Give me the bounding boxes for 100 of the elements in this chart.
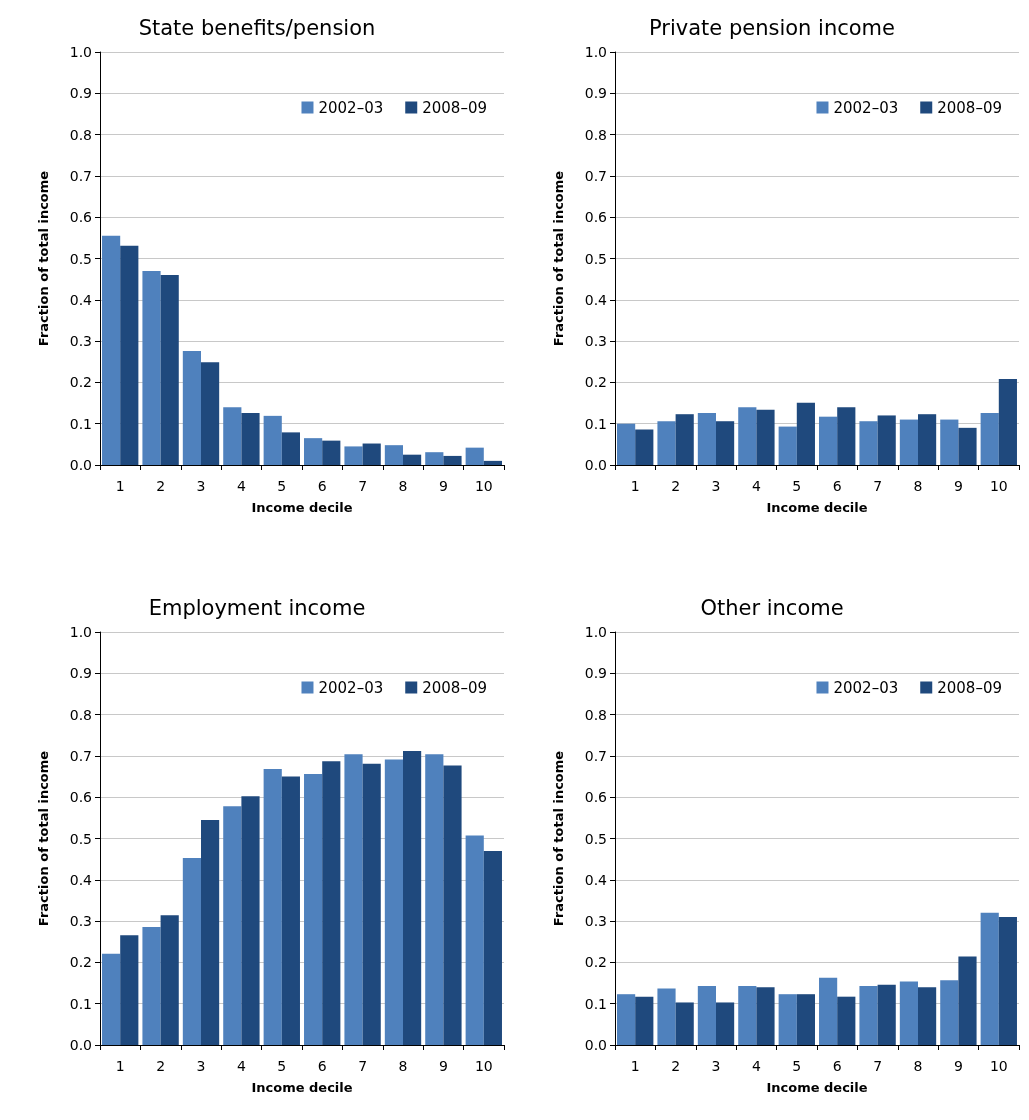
bar (241, 412, 260, 465)
x-tick-label: 9 (953, 1058, 963, 1074)
x-tick-label: 2 (156, 478, 166, 494)
x-tick-label: 6 (317, 1058, 327, 1074)
y-tick-label: 0.3 (69, 913, 92, 930)
y-tick-label: 0.7 (69, 747, 92, 764)
x-tick-label: 8 (913, 1058, 923, 1074)
x-tick-label: 10 (474, 478, 493, 494)
y-tick-label: 0.0 (69, 1037, 92, 1053)
y-axis-title: Fraction of total income (36, 170, 51, 347)
x-tick-label: 3 (711, 478, 721, 494)
bar (425, 754, 444, 1045)
y-tick-label: 0.6 (584, 789, 608, 806)
bar (796, 994, 815, 1045)
bar (322, 761, 341, 1045)
bar (778, 426, 797, 465)
bar (697, 985, 716, 1045)
x-tick-label: 4 (236, 478, 246, 494)
y-tick-label: 1.0 (69, 44, 92, 60)
x-tick-label: 1 (630, 478, 640, 494)
x-tick-label: 5 (277, 478, 287, 494)
x-axis-title: Income decile (251, 500, 353, 515)
bar (263, 769, 282, 1045)
bar (998, 916, 1017, 1045)
bar (877, 984, 896, 1045)
bar (384, 445, 403, 465)
y-tick-label: 0.3 (69, 333, 92, 350)
y-tick-label: 0.6 (584, 209, 608, 226)
bar (182, 351, 201, 465)
bar (980, 412, 999, 465)
chart-title: State benefits/pension (138, 15, 376, 40)
x-tick-label: 4 (236, 1058, 246, 1074)
bar (483, 460, 502, 465)
x-axis-title: Income decile (766, 1080, 868, 1095)
bar (675, 414, 694, 465)
x-tick-label: 5 (792, 478, 802, 494)
bar (998, 379, 1017, 465)
bar (958, 956, 977, 1045)
bar (120, 245, 139, 465)
x-tick-label: 9 (438, 1058, 448, 1074)
y-tick-label: 0.0 (584, 457, 607, 473)
x-tick-label: 4 (751, 1058, 761, 1074)
legend-label: 2002–03 (833, 98, 899, 117)
y-tick-label: 0.2 (584, 374, 607, 391)
chart-title: Employment income (148, 595, 366, 620)
y-tick-label: 0.0 (584, 1037, 607, 1053)
bar (384, 759, 403, 1045)
legend-label: 2008–09 (937, 98, 1002, 117)
bar (223, 407, 242, 465)
y-tick-label: 0.1 (69, 995, 92, 1012)
x-axis-title: Income decile (766, 500, 868, 515)
x-tick-label: 6 (832, 1058, 842, 1074)
bar (657, 421, 676, 465)
bar (617, 423, 636, 465)
bar (443, 455, 462, 465)
x-tick-label: 5 (792, 1058, 802, 1074)
x-tick-label: 7 (358, 1058, 368, 1074)
bar (918, 414, 937, 465)
y-tick-label: 0.4 (584, 871, 608, 888)
bar (716, 421, 735, 465)
bar (697, 412, 716, 465)
bar (980, 912, 999, 1045)
bar (837, 407, 856, 465)
y-tick-label: 0.2 (584, 954, 607, 971)
x-tick-label: 4 (751, 478, 761, 494)
bar (899, 981, 918, 1045)
bar (403, 454, 422, 465)
bar (675, 1002, 694, 1045)
y-tick-label: 0.8 (69, 706, 92, 723)
y-tick-label: 0.7 (584, 167, 607, 184)
bar (425, 452, 444, 465)
bar (899, 419, 918, 465)
y-tick-label: 0.6 (69, 209, 93, 226)
bar (281, 432, 300, 465)
x-tick-label: 3 (711, 1058, 721, 1074)
x-tick-label: 10 (474, 1058, 493, 1074)
bar (362, 763, 381, 1045)
y-axis-title: Fraction of total income (36, 750, 51, 927)
x-tick-label: 10 (989, 1058, 1008, 1074)
bar (201, 362, 220, 465)
y-tick-label: 0.5 (584, 250, 607, 267)
y-tick-label: 0.9 (69, 665, 92, 682)
bar (778, 994, 797, 1045)
bar (443, 765, 462, 1045)
y-tick-label: 0.7 (69, 167, 92, 184)
bar (142, 926, 161, 1045)
chart-title: Other income (700, 595, 844, 620)
bar (142, 270, 161, 465)
x-tick-label: 8 (398, 1058, 408, 1074)
legend-label: 2002–03 (318, 98, 384, 117)
x-tick-label: 2 (671, 478, 681, 494)
x-tick-label: 7 (358, 478, 368, 494)
x-tick-label: 2 (156, 1058, 166, 1074)
y-tick-label: 0.8 (69, 126, 92, 143)
bar (958, 427, 977, 465)
y-axis-title: Fraction of total income (551, 750, 566, 927)
bar (465, 835, 484, 1045)
y-tick-label: 0.1 (69, 415, 92, 432)
bar (465, 447, 484, 465)
bar (859, 421, 878, 465)
